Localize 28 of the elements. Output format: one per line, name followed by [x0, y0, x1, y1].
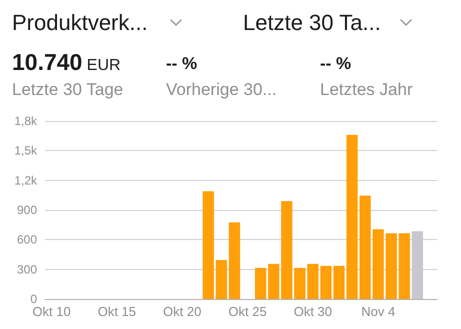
- y-tick-label: 900: [16, 203, 38, 217]
- y-tick-label: 1,8k: [14, 114, 38, 128]
- y-tick-label: 600: [16, 232, 38, 247]
- bar: [346, 134, 358, 299]
- x-tick-label: Okt 25: [228, 304, 267, 319]
- chart-title: Produktverk...: [12, 10, 148, 35]
- y-tick-label: 1,5k: [14, 144, 38, 158]
- x-tick-label: Nov 4: [361, 304, 396, 319]
- text: -- %: [320, 54, 352, 73]
- x-tick-label: Okt 20: [163, 304, 202, 319]
- y-tick-label: 0: [30, 292, 38, 306]
- x-tick-label: Okt 30: [294, 304, 332, 319]
- text: Vorherige 30...: [166, 80, 277, 99]
- y-tick-label: 300: [16, 262, 38, 276]
- text: Letztes Jahr: [320, 80, 413, 99]
- x-tick-label: Okt 10: [32, 304, 71, 319]
- bar: [320, 266, 332, 299]
- text: 10.740 EUR: [12, 49, 121, 75]
- bar: [254, 268, 266, 299]
- text: -- %: [166, 54, 198, 73]
- text: Letzte 30 Tage: [12, 80, 124, 99]
- x-tick-label: Okt 15: [98, 304, 136, 319]
- bar: [202, 191, 214, 299]
- bar: [216, 260, 228, 299]
- bar: [228, 222, 240, 299]
- text: Letzte 30 Ta...: [243, 10, 381, 35]
- y-tick-label: 1,2k: [14, 173, 38, 188]
- bar: [333, 266, 345, 299]
